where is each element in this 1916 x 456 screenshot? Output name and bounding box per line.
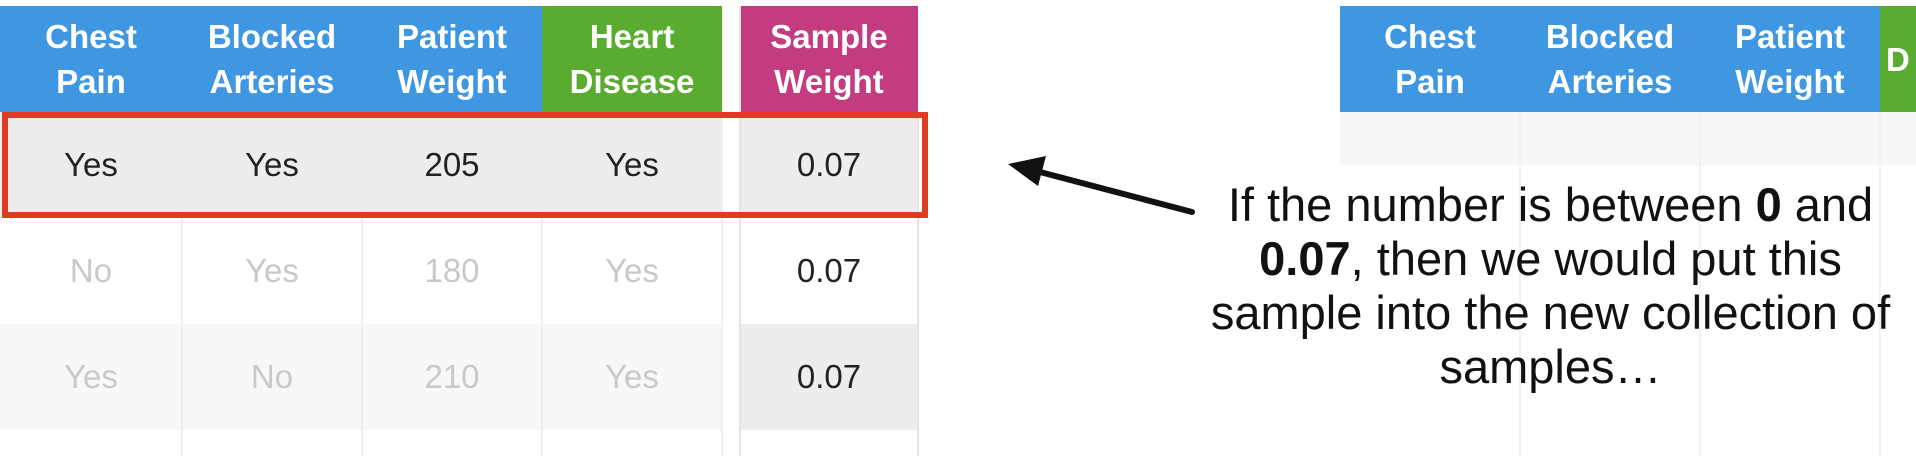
column-divider bbox=[181, 112, 183, 456]
new-header-chest-pain: Chest Pain bbox=[1340, 6, 1520, 112]
row-background bbox=[740, 112, 918, 218]
header-blocked-arteries: Blocked Arteries bbox=[182, 6, 362, 112]
cell-blocked-arteries: Yes bbox=[245, 252, 299, 289]
caption-text: If the number is between bbox=[1227, 178, 1756, 231]
column-divider bbox=[1879, 112, 1881, 456]
row-background bbox=[740, 324, 918, 430]
cell-chest-pain: Yes bbox=[64, 358, 118, 395]
column-divider bbox=[739, 6, 741, 456]
header-line: Weight bbox=[774, 63, 884, 100]
header-patient-weight: Patient Weight bbox=[362, 6, 542, 112]
header-line: Blocked bbox=[207, 18, 337, 55]
header-sample-weight: Sample Weight bbox=[740, 6, 918, 112]
header-line: Heart bbox=[589, 18, 675, 55]
new-header-heart-disease: D bbox=[1880, 6, 1916, 112]
header-line: Sample bbox=[770, 18, 888, 55]
new-header-patient-weight: Patient Weight bbox=[1700, 6, 1880, 112]
header-line: Pain bbox=[1395, 63, 1465, 100]
selected-row-highlight bbox=[2, 112, 928, 218]
header-chest-pain: Chest Pain bbox=[0, 6, 182, 112]
column-divider bbox=[361, 112, 363, 456]
header-line: Weight bbox=[1735, 63, 1845, 100]
cell-patient-weight: 180 bbox=[424, 252, 480, 289]
header-line: Arteries bbox=[1547, 63, 1673, 100]
header-line: Chest bbox=[45, 18, 137, 55]
column-divider bbox=[1699, 112, 1701, 456]
new-header-blocked-arteries: Blocked Arteries bbox=[1520, 6, 1700, 112]
cell-blocked-arteries: Yes bbox=[245, 146, 299, 183]
header-line: Chest bbox=[1384, 18, 1476, 55]
cell-patient-weight: 210 bbox=[424, 358, 480, 395]
header-line: D bbox=[1886, 40, 1910, 78]
header-heart-disease: Heart Disease bbox=[542, 6, 722, 112]
header-line: Blocked bbox=[1545, 18, 1675, 55]
header-line: Disease bbox=[569, 63, 695, 100]
cell-heart-disease: Yes bbox=[605, 252, 659, 289]
cell-heart-disease: Yes bbox=[605, 358, 659, 395]
cell-blocked-arteries: No bbox=[250, 358, 294, 395]
explanation-caption: If the number is between 0 and 0.07, the… bbox=[1185, 178, 1916, 394]
cell-sample-weight: 0.07 bbox=[796, 252, 862, 289]
cell-heart-disease: Yes bbox=[605, 146, 659, 183]
header-line: Patient bbox=[1734, 18, 1846, 55]
column-divider bbox=[721, 112, 723, 456]
caption-text: and bbox=[1794, 178, 1874, 231]
cell-chest-pain: Yes bbox=[64, 146, 118, 183]
cell-sample-weight: 0.07 bbox=[796, 146, 862, 183]
header-line: Pain bbox=[56, 63, 126, 100]
caption-text: , then we would put this sample into the… bbox=[1210, 232, 1891, 393]
arrow-left-icon bbox=[1008, 156, 1195, 215]
cell-chest-pain: No bbox=[69, 252, 113, 289]
caption-bold: 0 bbox=[1755, 178, 1782, 231]
column-divider bbox=[917, 112, 919, 456]
column-divider bbox=[541, 112, 543, 456]
caption-bold: 0.07 bbox=[1259, 232, 1351, 285]
column-divider bbox=[1519, 112, 1521, 456]
header-line: Weight bbox=[397, 63, 507, 100]
new-row-background bbox=[1340, 112, 1916, 166]
header-line: Patient bbox=[396, 18, 508, 55]
cell-patient-weight: 205 bbox=[424, 146, 480, 183]
cell-sample-weight: 0.07 bbox=[796, 358, 862, 395]
header-line: Arteries bbox=[209, 63, 335, 100]
